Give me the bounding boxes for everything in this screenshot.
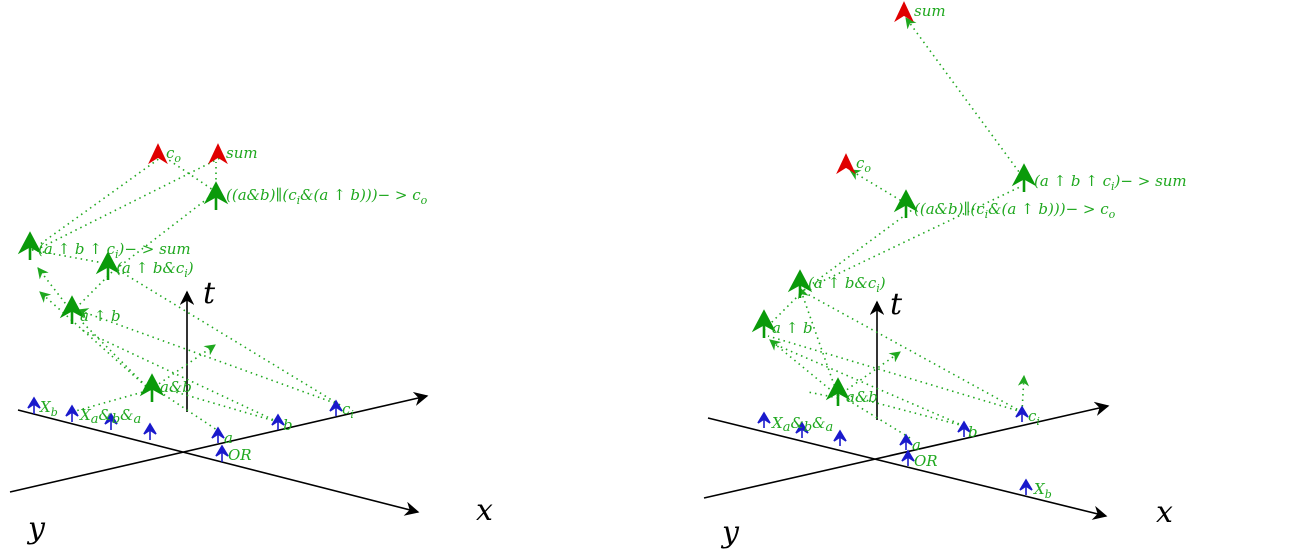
output-arrow-sum — [894, 1, 914, 23]
axes: x y t — [9, 276, 493, 546]
axis-label-y: y — [26, 511, 46, 546]
output-arrows — [148, 143, 228, 165]
axes: x y t — [703, 287, 1173, 550]
dotted-links — [763, 17, 1030, 439]
input-label-b: b — [968, 423, 978, 441]
input-arrow — [143, 422, 157, 440]
node-arrow — [751, 309, 777, 338]
labels: Xb Xa&b&a a b ci OR a&b a ↑ b (a ↑ b&ci)… — [38, 144, 428, 464]
output-label-sum: sum — [226, 144, 258, 162]
labels: Xa&b&a a b ci OR Xb a&b a ↑ b (a ↑ b&ci)… — [771, 2, 1187, 501]
output-label-co: co — [856, 154, 871, 175]
node-label-and: a&b — [846, 388, 878, 406]
axis-label-y: y — [720, 515, 740, 550]
node-label-and: a&b — [160, 378, 192, 396]
node-label-nand-ci: (a ↑ b&ci) — [116, 259, 194, 280]
node-arrow — [893, 189, 919, 218]
input-arrow — [1015, 405, 1029, 422]
diagram-right: x y t — [703, 1, 1187, 550]
input-arrow — [757, 411, 771, 428]
input-label-xab: Xa&b&a — [79, 406, 141, 427]
input-arrow — [215, 444, 229, 462]
node-label-sum: (a ↑ b ↑ ci)− > sum — [1034, 172, 1187, 193]
input-label-a: a — [912, 436, 921, 454]
output-arrows — [836, 1, 914, 175]
axis-label-t: t — [203, 276, 216, 311]
input-label-or: OR — [228, 446, 252, 464]
input-arrows — [757, 405, 1033, 495]
input-arrow — [211, 426, 225, 443]
input-arrow — [795, 421, 809, 438]
input-label-ci: ci — [342, 400, 354, 421]
input-label-a: a — [224, 429, 233, 447]
node-arrows — [17, 181, 229, 402]
input-arrow — [899, 433, 913, 450]
input-arrow — [833, 429, 847, 446]
input-label-or: OR — [914, 452, 938, 470]
input-arrows — [27, 396, 343, 462]
axis-y-line — [17, 409, 420, 516]
node-arrow — [1011, 163, 1037, 192]
node-label-nand: a ↑ b — [772, 319, 813, 337]
node-label-nand-ci: (a ↑ b&ci) — [808, 274, 886, 295]
input-arrow — [1019, 478, 1033, 495]
output-label-sum: sum — [914, 2, 946, 20]
node-arrows — [751, 163, 1037, 406]
input-label-b: b — [283, 416, 293, 434]
output-arrow-co — [148, 143, 168, 165]
axis-y-line — [707, 417, 1108, 520]
input-label-xab: Xa&b&a — [771, 414, 833, 435]
input-arrow — [104, 412, 118, 430]
input-arrow — [27, 396, 41, 414]
axis-label-x: x — [476, 493, 493, 528]
input-label-ci: ci — [1028, 407, 1040, 428]
node-arrow — [825, 377, 851, 406]
input-label-xb: Xb — [39, 398, 58, 419]
output-arrow-co — [836, 153, 856, 175]
input-arrow — [65, 404, 79, 422]
node-arrow — [17, 231, 43, 260]
node-arrow — [139, 373, 165, 402]
node-arrow — [95, 251, 121, 280]
node-label-sum: (a ↑ b ↑ ci)− > sum — [38, 240, 191, 261]
input-arrow — [271, 413, 285, 430]
node-label-co: ((a&b)∥(ci&(a ↑ b)))− > co — [914, 200, 1116, 221]
node-label-co: ((a&b)∥(ci&(a ↑ b)))− > co — [226, 186, 428, 207]
node-arrow — [203, 181, 229, 210]
node-label-nand: a ↑ b — [80, 307, 121, 325]
output-label-co: co — [166, 144, 181, 165]
diagram-left: x y t — [9, 143, 493, 546]
output-arrow-sum — [208, 143, 228, 165]
input-arrow — [957, 420, 971, 437]
axis-x-line — [9, 391, 429, 493]
input-label-xb: Xb — [1033, 480, 1052, 501]
axis-label-t: t — [890, 287, 903, 322]
node-arrow — [59, 295, 85, 324]
axis-x-line — [703, 401, 1110, 499]
axis-label-x: x — [1156, 495, 1173, 530]
input-arrow — [901, 449, 915, 466]
input-arrow — [329, 399, 343, 416]
node-arrow — [787, 269, 813, 298]
